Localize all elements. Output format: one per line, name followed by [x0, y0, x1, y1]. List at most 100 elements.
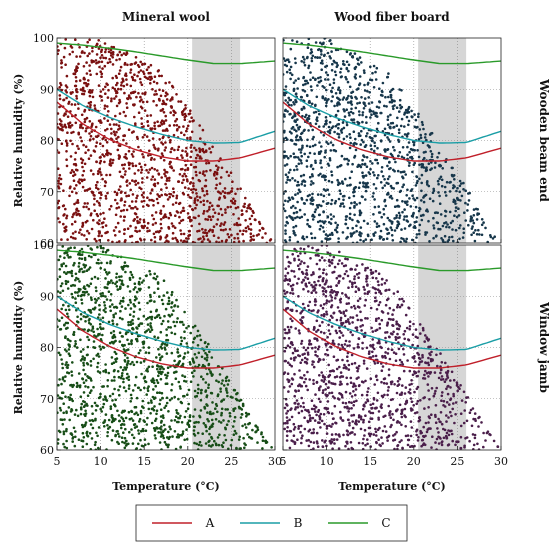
scatter-point	[200, 157, 203, 160]
scatter-point	[421, 355, 424, 359]
scatter-point	[439, 227, 442, 231]
scatter-point	[133, 62, 137, 65]
scatter-point	[120, 265, 123, 269]
scatter-point	[288, 279, 292, 283]
scatter-point	[88, 432, 92, 435]
scatter-point	[367, 352, 371, 356]
scatter-point	[247, 412, 251, 416]
scatter-point	[366, 390, 369, 394]
scatter-point	[58, 118, 62, 121]
scatter-point	[100, 327, 103, 331]
scatter-point	[142, 155, 145, 159]
scatter-point	[104, 413, 108, 416]
scatter-point	[238, 229, 242, 233]
scatter-point	[244, 219, 247, 222]
scatter-point	[372, 213, 375, 216]
scatter-point	[177, 100, 180, 103]
scatter-point	[115, 192, 119, 195]
scatter-point	[291, 283, 295, 287]
scatter-point	[303, 63, 307, 67]
scatter-point	[83, 51, 86, 55]
scatter-point	[374, 187, 378, 190]
scatter-point	[130, 339, 133, 342]
scatter-point	[309, 85, 313, 88]
scatter-point	[418, 323, 422, 326]
scatter-point	[94, 301, 97, 304]
scatter-point	[311, 54, 315, 58]
scatter-point	[444, 194, 448, 197]
scatter-point	[387, 368, 391, 371]
scatter-point	[82, 436, 86, 439]
scatter-point	[147, 351, 151, 355]
scatter-point	[111, 63, 115, 66]
scatter-point	[165, 343, 169, 347]
scatter-point	[383, 127, 387, 131]
scatter-point	[313, 289, 316, 292]
scatter-point	[77, 253, 80, 256]
scatter-point	[106, 379, 110, 382]
scatter-point	[132, 103, 135, 106]
curve-B	[57, 295, 275, 351]
scatter-point	[491, 237, 495, 240]
scatter-point	[226, 205, 230, 209]
scatter-point	[295, 123, 299, 127]
scatter-point	[127, 442, 130, 446]
scatter-point	[206, 199, 209, 203]
scatter-point	[372, 86, 376, 89]
scatter-point	[296, 240, 300, 243]
scatter-point	[172, 187, 175, 190]
scatter-point	[322, 221, 326, 225]
scatter-point	[159, 377, 163, 381]
scatter-point	[364, 317, 367, 320]
scatter-point	[382, 238, 385, 241]
scatter-point	[193, 197, 197, 200]
x-tick-label: 10	[94, 455, 108, 468]
scatter-point	[316, 206, 320, 209]
scatter-point	[113, 87, 117, 91]
scatter-point	[326, 73, 330, 77]
scatter-point	[123, 261, 127, 264]
scatter-point	[113, 97, 116, 100]
scatter-point	[452, 402, 455, 405]
scatter-point	[165, 98, 169, 101]
scatter-point	[401, 384, 404, 387]
scatter-point	[118, 144, 122, 147]
scatter-point	[224, 211, 227, 214]
scatter-point	[318, 259, 322, 262]
scatter-point	[152, 143, 155, 147]
scatter-point	[358, 75, 362, 78]
scatter-point	[496, 445, 500, 448]
scatter-point	[124, 270, 127, 274]
scatter-point	[65, 411, 68, 415]
scatter-point	[93, 107, 97, 110]
scatter-point	[210, 356, 214, 359]
scatter-point	[90, 190, 94, 194]
scatter-point	[179, 239, 183, 242]
scatter-point	[305, 439, 309, 442]
scatter-point	[379, 111, 382, 115]
scatter-point	[95, 335, 98, 338]
scatter-point	[351, 218, 354, 222]
scatter-point	[289, 65, 293, 69]
scatter-point	[165, 234, 169, 238]
scatter-point	[466, 203, 470, 206]
scatter-point	[168, 176, 171, 180]
scatter-point	[218, 373, 222, 376]
scatter-point	[485, 431, 489, 435]
scatter-point	[329, 149, 333, 152]
scatter-point	[209, 370, 212, 373]
scatter-point	[171, 231, 175, 235]
scatter-point	[170, 351, 174, 355]
scatter-point	[249, 228, 253, 231]
scatter-point	[249, 239, 252, 242]
scatter-point	[115, 130, 118, 134]
scatter-point	[106, 273, 109, 276]
scatter-point	[106, 424, 109, 427]
scatter-point	[368, 91, 372, 94]
scatter-point	[66, 363, 70, 367]
scatter-point	[331, 62, 334, 66]
scatter-point	[219, 390, 222, 393]
scatter-point	[164, 119, 168, 122]
scatter-point	[183, 415, 187, 419]
scatter-point	[126, 227, 130, 230]
